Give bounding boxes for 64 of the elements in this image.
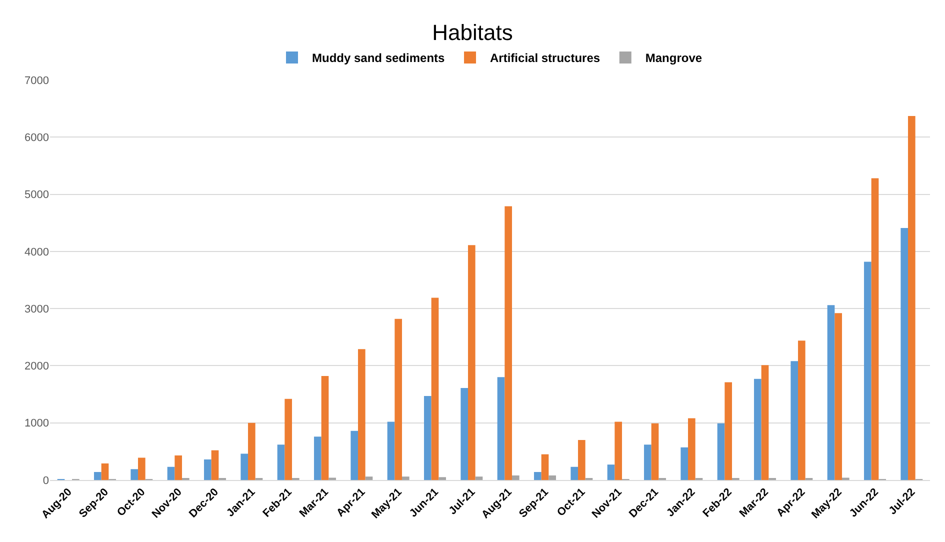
bar — [394, 318, 402, 480]
bar — [350, 430, 358, 480]
bar — [754, 378, 762, 480]
bar — [798, 340, 806, 480]
bar — [834, 313, 842, 480]
y-tick-label: 5000 — [24, 189, 49, 202]
bar — [460, 388, 468, 480]
bar — [688, 418, 696, 480]
bar — [468, 245, 476, 480]
bar — [724, 382, 732, 480]
bar — [284, 398, 292, 480]
y-tick-label: 6000 — [24, 132, 49, 144]
y-tick-label: 2000 — [24, 360, 49, 373]
bar — [651, 423, 659, 480]
bar — [240, 454, 248, 480]
bar — [534, 472, 542, 480]
bar — [101, 463, 109, 480]
bar — [900, 228, 908, 480]
bar — [864, 262, 872, 480]
bar — [717, 423, 725, 480]
bar — [431, 298, 439, 480]
y-tick-label: 4000 — [24, 246, 49, 258]
bar — [204, 459, 212, 480]
bar — [321, 376, 329, 480]
bar — [790, 361, 798, 480]
chart-title: Habitats — [432, 20, 513, 45]
bar — [644, 444, 652, 480]
bar — [424, 396, 432, 480]
bar — [761, 365, 769, 480]
bar — [248, 422, 256, 480]
bar — [138, 458, 146, 480]
y-tick-label: 0 — [42, 474, 49, 487]
bar — [607, 464, 615, 480]
bar — [314, 436, 322, 480]
bar — [402, 476, 410, 480]
bar — [174, 455, 182, 480]
bar — [438, 477, 446, 480]
bar — [167, 466, 175, 480]
legend-label: Muddy sand sediments — [312, 51, 446, 66]
bar — [614, 422, 622, 480]
bar — [387, 422, 395, 480]
bar — [497, 377, 505, 480]
y-tick-label: 7000 — [24, 74, 49, 87]
y-tick-label: 1000 — [24, 418, 49, 430]
bar — [277, 444, 285, 480]
bar — [680, 447, 688, 480]
bar — [827, 305, 835, 480]
bar — [130, 469, 138, 480]
bar — [548, 475, 556, 480]
bar — [365, 476, 373, 480]
bar — [908, 116, 916, 480]
bar — [475, 476, 483, 480]
bar — [512, 475, 520, 480]
bar — [504, 206, 512, 480]
bar — [358, 349, 366, 480]
y-tick-label: 3000 — [24, 303, 49, 316]
bar — [578, 440, 586, 480]
bar — [871, 178, 879, 480]
legend-label: Mangrove — [645, 51, 702, 66]
legend-label: Artificial structures — [490, 51, 600, 66]
bar — [570, 466, 578, 480]
bar — [94, 472, 102, 480]
bar — [211, 450, 219, 480]
bar — [541, 454, 549, 480]
